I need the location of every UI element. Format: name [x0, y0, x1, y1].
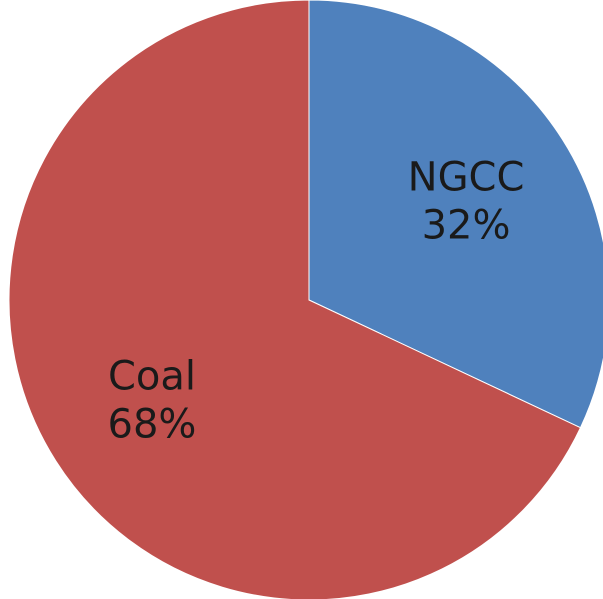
slice-label-ngcc: NGCC: [408, 154, 525, 200]
slice-label-coal: Coal: [108, 354, 196, 400]
pie-slices: [8, 0, 603, 599]
pie-slice-ngcc: [308, 0, 603, 429]
pie-slice-coal: [8, 0, 582, 599]
slice-percent-coal: 68%: [108, 402, 197, 448]
slice-percent-ngcc: 32%: [422, 202, 511, 248]
